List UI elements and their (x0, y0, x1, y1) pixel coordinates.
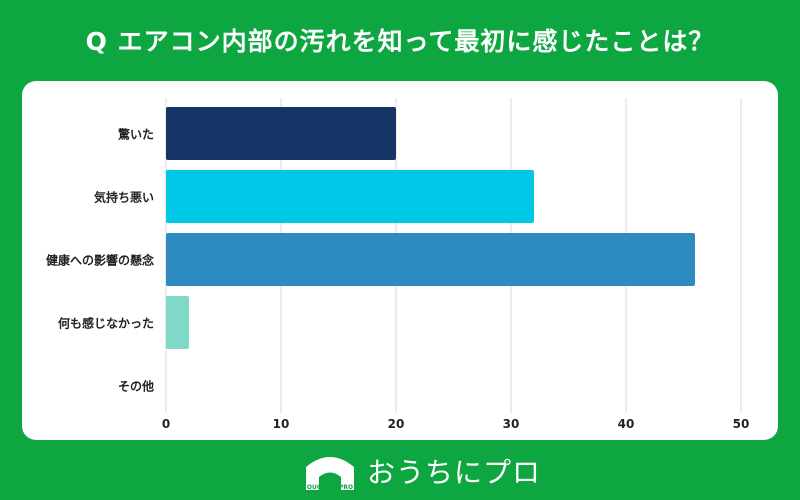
category-label: 気持ち悪い (94, 190, 154, 205)
category-label: 驚いた (117, 127, 154, 142)
bar-1 (166, 170, 534, 223)
x-tick-label: 20 (388, 417, 405, 431)
bar-3 (166, 296, 189, 349)
chart-card: 0 10 20 30 40 50 驚いた気持ち悪い健康への影響の懸念何も感じなかったその他 (22, 81, 778, 440)
x-tick-label: 50 (733, 417, 750, 431)
brand-footer: OUCHI ni PRO おうちにプロ (303, 450, 541, 492)
category-label: 健康への影響の懸念 (46, 253, 154, 268)
category-label: その他 (118, 379, 154, 394)
bar-2 (166, 233, 695, 286)
logo-text: OUCHI ni PRO (307, 484, 353, 491)
x-tick-label: 0 (162, 417, 170, 431)
bar-0 (166, 107, 396, 160)
x-tick-label: 30 (503, 417, 520, 431)
x-tick-label: 40 (618, 417, 635, 431)
chart-title: Q エアコン内部の汚れを知って最初に感じたことは？ (85, 27, 715, 56)
brand-name: おうちにプロ (367, 456, 542, 489)
house-logo-icon: OUCHI ni PRO (306, 457, 354, 491)
category-label: 何も感じなかった (58, 316, 154, 331)
x-tick-label: 10 (273, 417, 290, 431)
